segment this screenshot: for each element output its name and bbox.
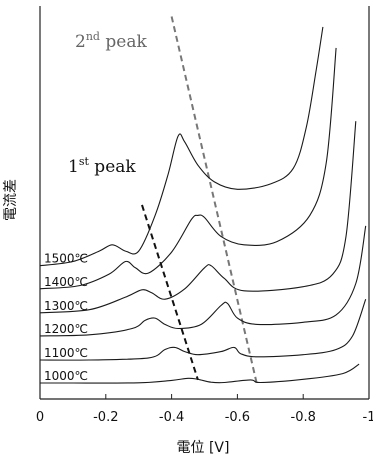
x-tick-label: -0.8 [291, 410, 316, 425]
peak-label-1st: 1st peak [68, 155, 136, 177]
peak-guide-line-2 [170, 16, 259, 386]
y-axis-title: 電流差 [3, 179, 19, 221]
peak-label-1st-sup: st [79, 155, 90, 168]
peak-guide-lines [141, 16, 259, 386]
x-ticks: 0 -0.2 -0.4 -0.6 -0.8 -1 [36, 394, 373, 425]
series-label: 1300℃ [44, 299, 88, 313]
series-labels: 1000℃ 1100℃ 1200℃ 1300℃ 1400℃ 1500℃ [44, 252, 88, 383]
x-tick-label: -0.4 [159, 410, 184, 425]
series-label: 1100℃ [44, 346, 88, 360]
series-line-1000℃ [40, 363, 360, 384]
series-line-1200℃ [39, 225, 367, 337]
series-line-1300℃ [39, 121, 357, 314]
series-line-1400℃ [39, 47, 337, 290]
x-tick-label: -0.6 [225, 410, 250, 425]
x-tick-label: -1 [363, 410, 373, 425]
series-label: 1500℃ [44, 252, 88, 266]
series-line-1500℃ [39, 26, 324, 267]
peak-label-2nd: 2nd peak [75, 30, 147, 52]
peak-guide-line-1 [141, 204, 199, 381]
series-label: 1400℃ [44, 275, 88, 289]
chart-axes [39, 6, 370, 400]
x-tick-label: 0 [36, 410, 44, 425]
peak-label-2nd-sup: nd [86, 30, 100, 43]
x-axis-title: 電位 [V] [177, 440, 230, 456]
series-line-1100℃ [39, 299, 367, 361]
x-tick-label: -0.2 [93, 410, 118, 425]
series-label: 1200℃ [44, 322, 88, 336]
series-lines [39, 26, 367, 384]
series-label: 1000℃ [44, 369, 88, 383]
